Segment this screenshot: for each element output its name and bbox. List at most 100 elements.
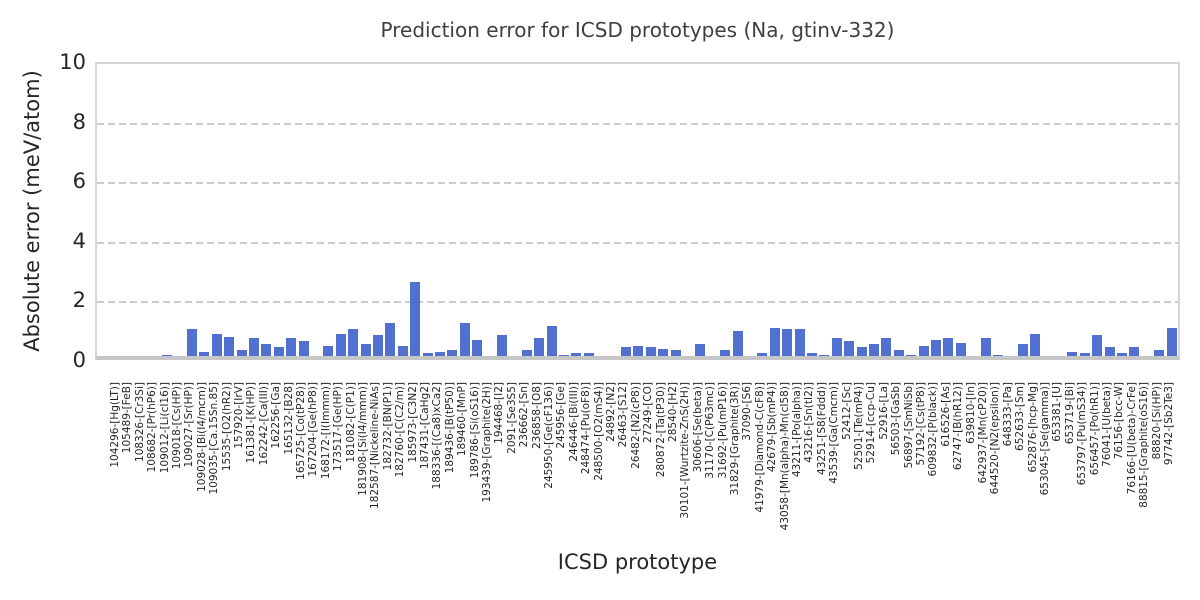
y-tick-label-2: 2 (72, 288, 86, 313)
bar-15535-[O2(hR2)] (224, 336, 235, 356)
x-tick-label-656457-[Po(hR1)]: 656457-[Po(hR1)] (1088, 382, 1101, 476)
bar-182760-[C(C2/m)] (397, 345, 408, 356)
bar-162256-[Ga] (273, 347, 284, 356)
gridline-y8 (97, 122, 1178, 125)
bar-52916-[La] (881, 338, 892, 356)
x-tick-label-181082-[C(P1)]: 181082-[C(P1)] (344, 382, 357, 463)
bar-236858-[O8] (534, 338, 545, 356)
x-tick-label-43216-[Sn(tI2)]: 43216-[Sn(tI2)] (803, 382, 816, 463)
bar-56897-[SmNiSb] (906, 354, 917, 356)
x-tick-label-194468-[I2]: 194468-[I2] (493, 382, 506, 444)
x-tick-label-182760-[C(C2/m)]: 182760-[C(C2/m)] (394, 382, 407, 478)
x-tick-label-88815-[Graphite(oS16)]: 88815-[Graphite(oS16)] (1138, 382, 1151, 508)
bar-26463-[S12] (620, 347, 631, 356)
x-tick-label-43251-[S8(Fddd)]: 43251-[S8(Fddd)] (815, 382, 828, 475)
x-tick-label-161381-[K(HP)]: 161381-[K(HP)] (245, 382, 258, 464)
gridline-y4 (97, 241, 1178, 244)
x-tick-label-652633-[Sm]: 652633-[Sm] (1014, 382, 1027, 451)
bar-43216-[Sn(tI2)] (806, 353, 817, 356)
bar-41979-[Diamond-C(cF8)] (757, 353, 768, 356)
x-tick-label-182732-[BN(P1)]: 182732-[BN(P1)] (381, 382, 394, 471)
y-tick-label-6: 6 (72, 169, 86, 194)
bar-653797-[Pu(mS34)] (1079, 353, 1090, 356)
x-tick-label-168172-[I(Immm)]: 168172-[I(Immm)] (319, 382, 332, 480)
bar-28540-[H2] (670, 350, 681, 356)
bar-245950-[Ge(cF136)] (546, 326, 557, 356)
bar-165132-[B28] (286, 338, 297, 356)
bar-653719-[Bi] (1067, 351, 1078, 356)
bar-168172-[I(Immm)] (323, 345, 334, 356)
bar-194468-[I2] (496, 335, 507, 356)
bar-31829-[Graphite(3R)] (732, 330, 743, 356)
x-tick-label-246446-[Bi(III)]: 246446-[Bi(III)] (567, 382, 580, 462)
bar-188336-[(Ca8)xCa2] (434, 351, 445, 356)
bar-157920-[IrV] (236, 350, 247, 356)
x-tick-label-108326-[Cr3Si]: 108326-[Cr3Si] (133, 382, 146, 462)
x-tick-label-189460-[MnP]: 189460-[MnP] (456, 382, 469, 457)
x-tick-label-56897-[SmNiSb]: 56897-[SmNiSb] (902, 382, 915, 469)
bar-189436-[B(tP50)] (447, 350, 458, 356)
x-tick-label-52916-[La]: 52916-[La] (877, 382, 890, 440)
bar-182732-[BN(P1)] (385, 323, 396, 356)
x-tick-label-248474-[Pu(oF8)]: 248474-[Pu(oF8)] (580, 382, 593, 475)
bar-27249-[CO] (645, 347, 656, 356)
x-tick-label-236662-[Sn]: 236662-[Sn] (518, 382, 531, 448)
bar-652876-[hcp-Mg] (1030, 333, 1041, 356)
bar-109027-[Sr(HP)] (186, 329, 197, 356)
x-tick-label-165132-[B28]: 165132-[B28] (282, 382, 295, 455)
bar-76041-[U(beta)] (1104, 347, 1115, 356)
x-tick-label-245956-[Ge]: 245956-[Ge] (555, 382, 568, 449)
x-tick-label-280872-[Ta(tP30)]: 280872-[Ta(tP30)] (654, 382, 667, 478)
x-tick-label-644520-[N2(epsilon)]: 644520-[N2(epsilon)] (989, 382, 1002, 495)
x-tick-label-109035-[Ca.15Sn.85]: 109035-[Ca.15Sn.85] (208, 382, 221, 495)
chart-title: Prediction error for ICSD prototypes (Na… (380, 18, 895, 42)
bar-88820-[Si(HP)] (1154, 350, 1165, 356)
x-tick-label-189436-[B(tP50)]: 189436-[B(tP50)] (443, 382, 456, 474)
bar-76156-[bcc-W] (1116, 353, 1127, 356)
bar-245956-[Ge] (558, 354, 569, 356)
x-tick-label-109012-[Li(cI16)]: 109012-[Li(cI16)] (158, 382, 171, 474)
bar-43251-[S8(Fddd)] (819, 354, 830, 356)
x-tick-label-648333-[Pa]: 648333-[Pa] (1001, 382, 1014, 447)
x-tick-label-31692-[Pu(mP16)]: 31692-[Pu(mP16)] (716, 382, 729, 479)
bar-616526-[As] (943, 338, 954, 356)
x-tick-label-189786-[Si(oS16)]: 189786-[Si(oS16)] (468, 382, 481, 479)
bar-97742-[Sb2Te3] (1166, 327, 1177, 356)
bar-43539-[Ga(Cmcm)] (831, 338, 842, 356)
y-tick-label-0: 0 (72, 348, 86, 372)
x-tick-label-105489-[FeB]: 105489-[FeB] (121, 382, 134, 454)
x-tick-label-30606-[Se(beta)]: 30606-[Se(beta)] (691, 382, 704, 473)
x-tick-label-236858-[O8]: 236858-[O8] (530, 382, 543, 450)
bar-185973-[C3N2] (410, 281, 421, 356)
bar-43211-[Po(alpha)] (794, 329, 805, 356)
x-tick-label-248500-[O2(mS4)]: 248500-[O2(mS4)] (592, 382, 605, 481)
x-tick-label-88820-[Si(HP)]: 88820-[Si(HP)] (1150, 382, 1163, 460)
x-tick-label-609832-[P(black)]: 609832-[P(black)] (927, 382, 940, 477)
x-tick-label-97742-[Sb2Te3]: 97742-[Sb2Te3] (1163, 382, 1175, 466)
bar-609832-[P(black)] (930, 339, 941, 356)
bar-656457-[Po(hR1)] (1092, 335, 1103, 356)
bar-182587-[Nickeline-NiAs] (372, 335, 383, 356)
bar-181082-[C(P1)] (348, 329, 359, 356)
bar-165725-[Co(tP28)] (298, 341, 309, 356)
x-tick-label-43539-[Ga(Cmcm)]: 43539-[Ga(Cmcm)] (828, 382, 841, 484)
bar-52412-[Sc] (844, 341, 855, 356)
x-tick-label-37090-[S6]: 37090-[S6] (741, 382, 754, 441)
x-tick-label-27249-[CO]: 27249-[CO] (642, 382, 655, 443)
bar-644520-[N2(epsilon)] (992, 354, 1003, 356)
x-tick-label-639810-[In]: 639810-[In] (964, 382, 977, 444)
x-tick-label-653381-[U]: 653381-[U] (1051, 382, 1064, 442)
bar-52501-[Te(mP4)] (856, 347, 867, 356)
bar-161381-[K(HP)] (248, 338, 259, 356)
bar-652633-[Sm] (1017, 344, 1028, 356)
x-tick-labels: 104296-[Hg(LT)] 105489-[FeB] 108326-[Cr3Si… (0, 382, 1200, 552)
x-tick-label-185973-[C3N2]: 185973-[C3N2] (406, 382, 419, 463)
bar-56503-[GaSb] (893, 350, 904, 356)
plot-area (95, 62, 1180, 360)
x-tick-label-56503-[GaSb]: 56503-[GaSb] (890, 382, 903, 456)
x-tick-label-109027-[Sr(HP)]: 109027-[Sr(HP)] (183, 382, 196, 468)
x-tick-label-52412-[Sc]: 52412-[Sc] (840, 382, 853, 440)
bar-76166-[U(beta)-CrFe] (1129, 347, 1140, 356)
x-tick-label-26463-[S12]: 26463-[S12] (617, 382, 630, 448)
